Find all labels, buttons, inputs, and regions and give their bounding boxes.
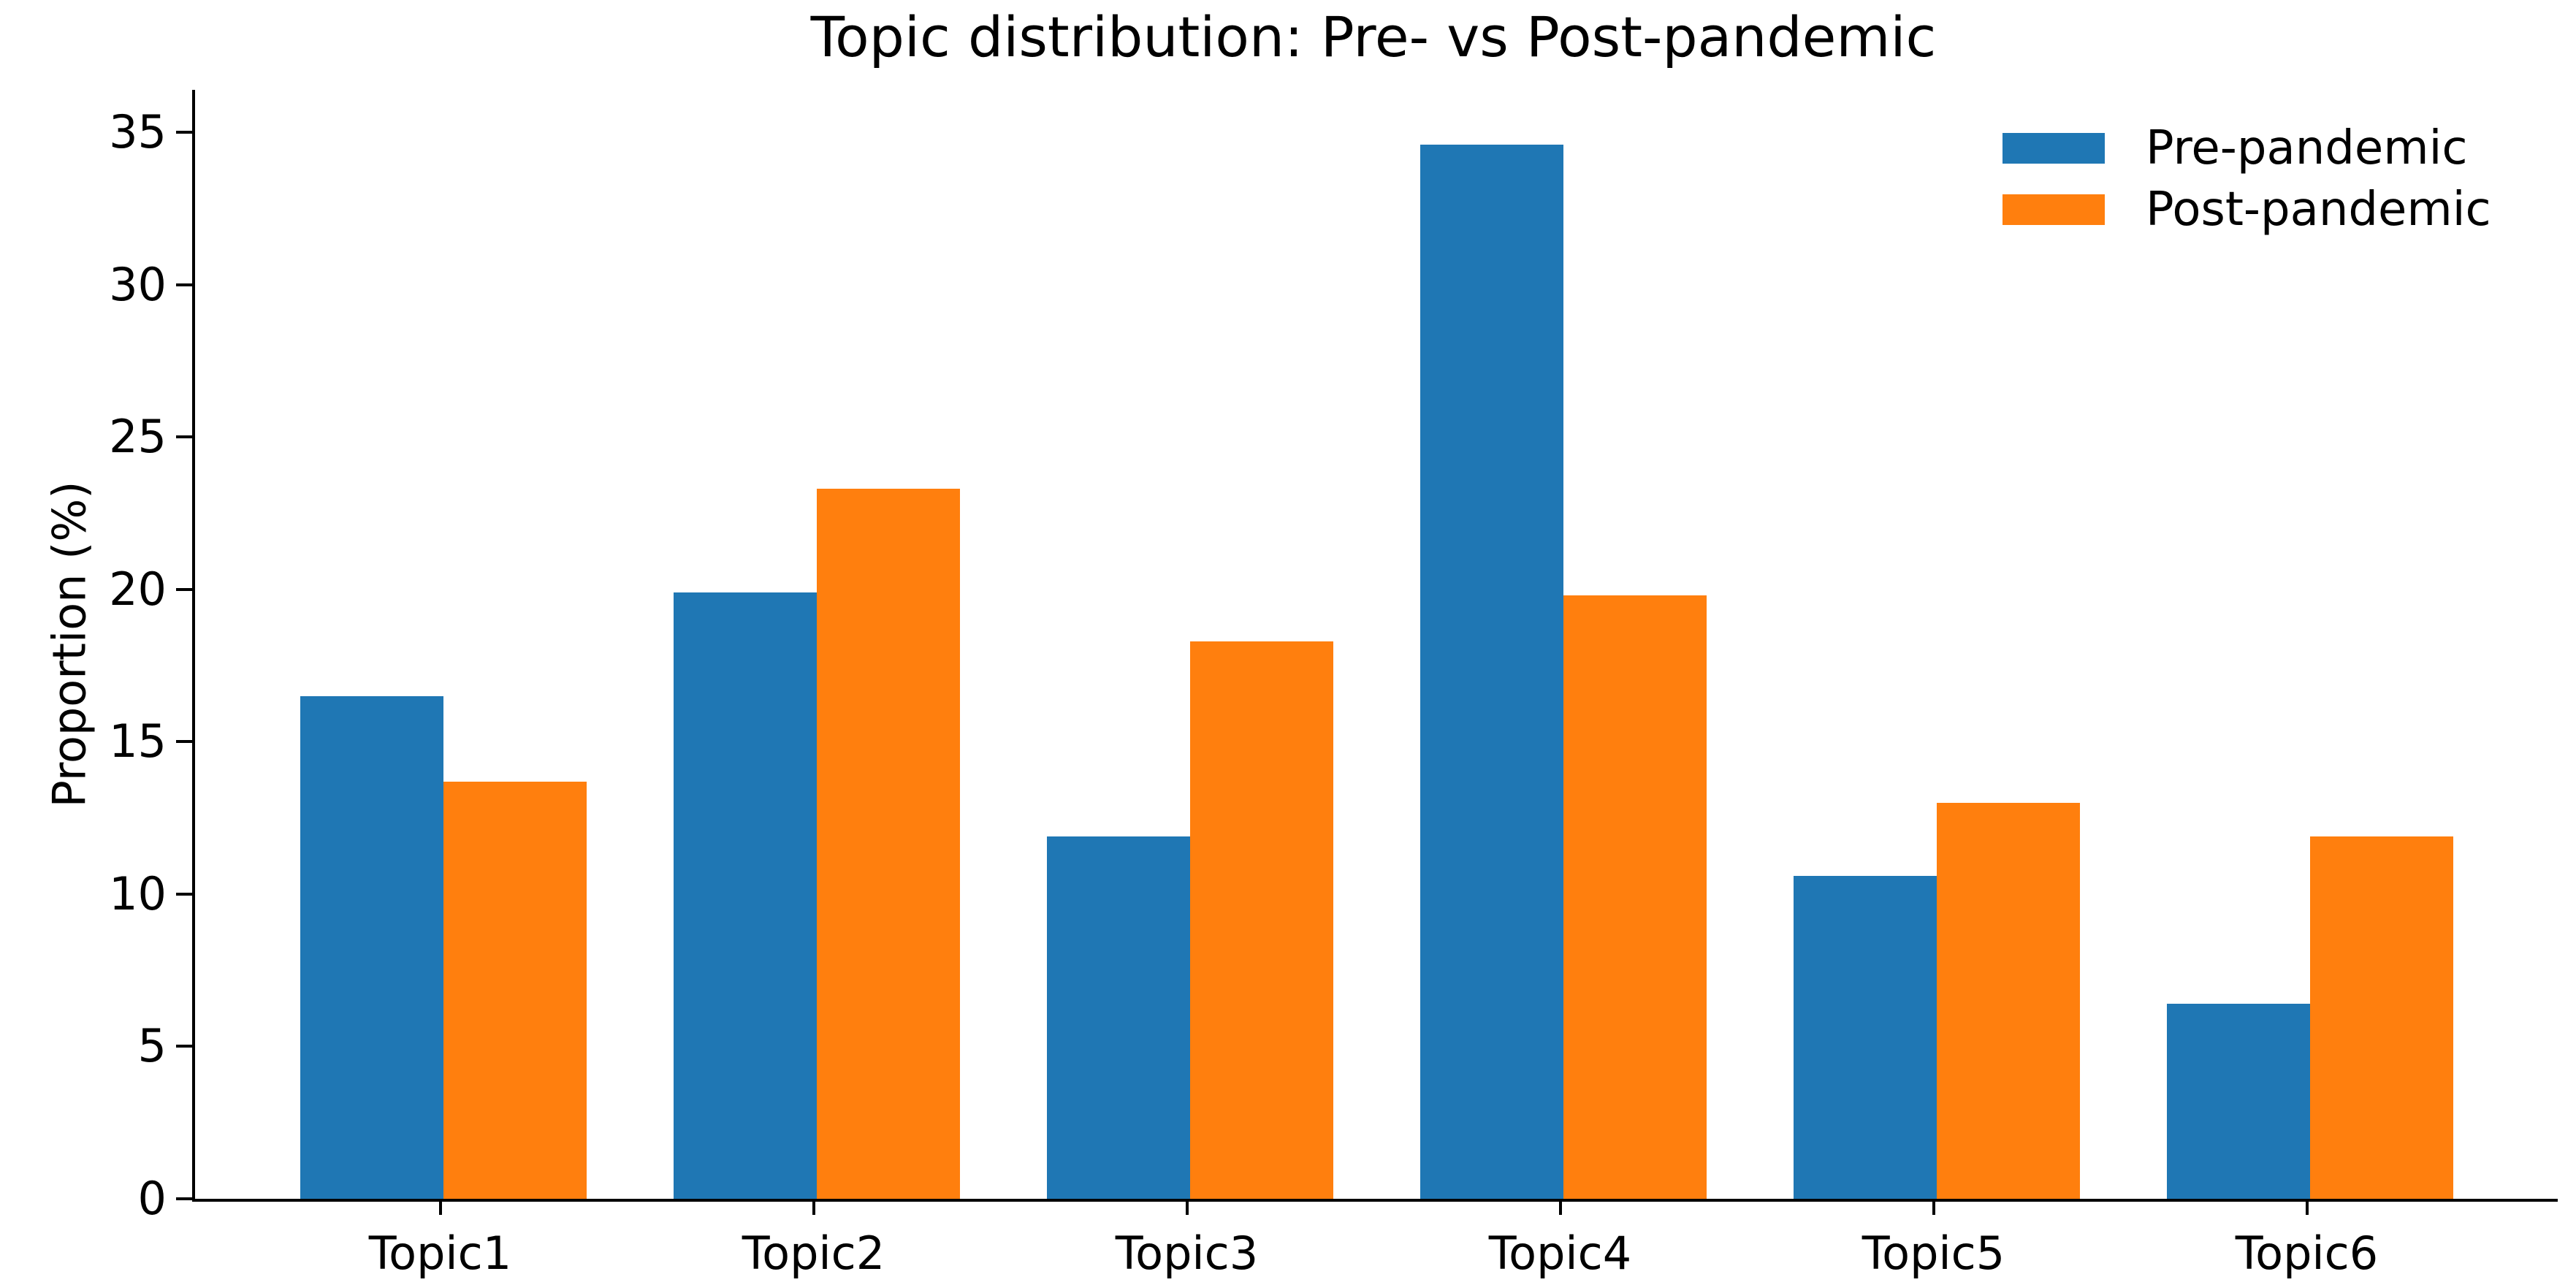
- x-tick-label-topic1: Topic1: [368, 1227, 512, 1280]
- bar-topic3-post-pandemic: [1189, 641, 1333, 1199]
- y-tick-mark: [176, 131, 192, 134]
- x-tick-mark: [1932, 1202, 1935, 1215]
- x-tick-mark: [438, 1202, 442, 1215]
- chart-title: Topic distribution: Pre- vs Post-pandemi…: [810, 4, 1937, 69]
- y-tick-mark: [176, 892, 192, 896]
- y-tick-label: 10: [109, 866, 167, 920]
- x-tick-mark: [1558, 1202, 1562, 1215]
- y-tick-mark: [176, 1045, 192, 1048]
- x-tick-label-topic2: Topic2: [742, 1227, 885, 1280]
- y-tick-label: 15: [109, 714, 167, 769]
- bar-topic2-pre-pandemic: [673, 592, 817, 1199]
- bar-topic4-post-pandemic: [1563, 595, 1707, 1199]
- legend-swatch-post-pandemic: [2003, 194, 2105, 225]
- plot-area: [192, 90, 2558, 1202]
- bar-topic4-pre-pandemic: [1420, 145, 1563, 1199]
- y-tick-label: 0: [137, 1172, 167, 1225]
- legend-label-pre-pandemic: Pre-pandemic: [2146, 121, 2468, 175]
- x-tick-label-topic4: Topic4: [1488, 1227, 1632, 1280]
- y-tick-label: 25: [109, 410, 167, 464]
- y-tick-mark: [176, 587, 192, 591]
- bar-topic6-pre-pandemic: [2166, 1004, 2310, 1199]
- legend-item-pre-pandemic: Pre-pandemic: [2003, 123, 2491, 174]
- bar-topic5-post-pandemic: [1936, 802, 2080, 1199]
- legend-label-post-pandemic: Post-pandemic: [2146, 183, 2491, 237]
- y-tick-label: 5: [137, 1019, 167, 1073]
- x-tick-mark: [1185, 1202, 1189, 1215]
- bar-topic3-pre-pandemic: [1046, 836, 1190, 1199]
- x-tick-mark: [2305, 1202, 2309, 1215]
- x-tick-label-topic6: Topic6: [2235, 1227, 2379, 1280]
- bar-topic2-post-pandemic: [816, 489, 960, 1199]
- bar-topic1-pre-pandemic: [300, 695, 443, 1199]
- y-tick-label: 35: [109, 105, 167, 159]
- legend: Pre-pandemic Post-pandemic: [2003, 123, 2491, 235]
- y-tick-mark: [176, 1197, 192, 1200]
- bar-topic1-post-pandemic: [443, 781, 587, 1199]
- y-tick-mark: [176, 740, 192, 744]
- y-tick-label: 20: [109, 562, 167, 616]
- legend-item-post-pandemic: Post-pandemic: [2003, 184, 2491, 235]
- bar-topic5-pre-pandemic: [1793, 875, 1937, 1199]
- y-tick-label: 30: [109, 257, 167, 311]
- legend-swatch-pre-pandemic: [2003, 133, 2105, 164]
- x-tick-label-topic3: Topic3: [1115, 1227, 1259, 1280]
- y-tick-mark: [176, 283, 192, 286]
- bar-topic6-post-pandemic: [2309, 836, 2453, 1199]
- x-tick-label-topic5: Topic5: [1861, 1227, 2005, 1280]
- x-tick-mark: [812, 1202, 815, 1215]
- y-tick-mark: [176, 435, 192, 439]
